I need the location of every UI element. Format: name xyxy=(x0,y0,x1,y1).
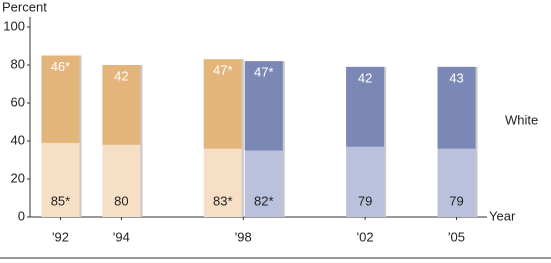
top-value-label: 42 xyxy=(358,70,372,85)
y-tick-label: 100 xyxy=(3,18,25,33)
value-label: 83* xyxy=(213,193,233,208)
top-value-label: 47* xyxy=(254,65,274,80)
bar-top xyxy=(102,65,141,145)
top-value-label: 43 xyxy=(449,70,463,85)
y-tick-label: 60 xyxy=(11,94,25,109)
top-value-label: 47* xyxy=(213,63,233,78)
bar-top xyxy=(203,59,242,149)
value-label: 80 xyxy=(114,193,128,208)
x-axis-label: Year xyxy=(489,208,516,223)
value-label: 79 xyxy=(358,193,372,208)
x-tick-label: '02 xyxy=(357,229,374,244)
value-label: 79 xyxy=(449,193,463,208)
value-label: 85* xyxy=(51,193,71,208)
x-tick-label: '94 xyxy=(113,229,130,244)
bar-top xyxy=(346,66,385,147)
x-tick-label: '05 xyxy=(448,229,465,244)
value-label: 82* xyxy=(254,193,274,208)
annotation: White xyxy=(505,112,538,127)
bar-top xyxy=(41,55,80,143)
top-value-label: 46* xyxy=(51,59,71,74)
y-tick-label: 40 xyxy=(11,132,25,147)
x-tick-label: '98 xyxy=(235,229,252,244)
y-tick-label: 0 xyxy=(18,208,25,223)
top-value-label: 42 xyxy=(114,68,128,83)
x-tick-label: '92 xyxy=(52,229,69,244)
y-tick-label: 80 xyxy=(11,56,25,71)
bar-top xyxy=(437,66,476,149)
y-tick-label: 20 xyxy=(11,170,25,185)
y-axis-label: Percent xyxy=(2,0,47,14)
bar-top xyxy=(244,61,283,151)
